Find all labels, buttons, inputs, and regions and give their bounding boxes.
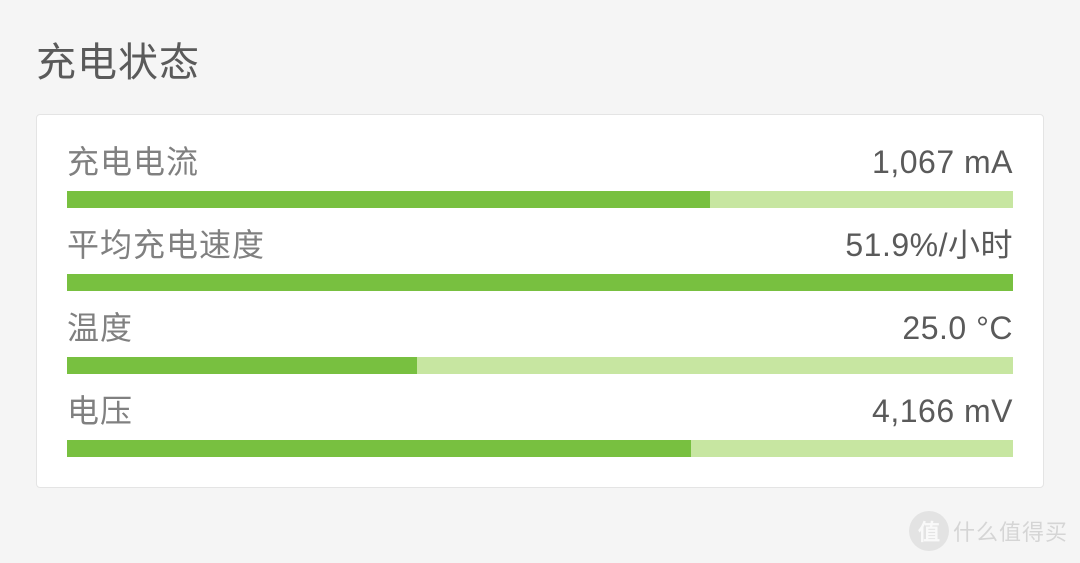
- metric-row-voltage: 电压 4,166 mV: [67, 386, 1013, 457]
- progress-fill-temperature: [67, 357, 417, 374]
- metric-value-current: 1,067 mA: [872, 144, 1013, 181]
- metric-row-temperature: 温度 25.0 °C: [67, 303, 1013, 374]
- progress-fill-voltage: [67, 440, 691, 457]
- metrics-card: 充电电流 1,067 mA 平均充电速度 51.9%/小时 温度 25.0 °C: [36, 114, 1044, 488]
- progress-bar-temperature: [67, 357, 1013, 374]
- progress-fill-speed: [67, 274, 1013, 291]
- page-container: 充电状态 充电电流 1,067 mA 平均充电速度 51.9%/小时 温度 2: [0, 0, 1080, 508]
- metric-label-speed: 平均充电速度: [67, 220, 265, 266]
- watermark-badge-icon: 值: [909, 511, 949, 551]
- metric-row-current: 充电电流 1,067 mA: [67, 137, 1013, 208]
- progress-bar-current: [67, 191, 1013, 208]
- page-title: 充电状态: [36, 30, 1044, 88]
- watermark-text: 什么值得买: [953, 515, 1068, 547]
- metric-label-voltage: 电压: [67, 386, 133, 432]
- progress-bar-voltage: [67, 440, 1013, 457]
- watermark: 值 什么值得买: [909, 511, 1068, 551]
- metric-header: 充电电流 1,067 mA: [67, 137, 1013, 183]
- metric-row-speed: 平均充电速度 51.9%/小时: [67, 220, 1013, 291]
- metric-value-temperature: 25.0 °C: [902, 310, 1013, 347]
- metric-value-voltage: 4,166 mV: [872, 393, 1013, 430]
- metric-header: 电压 4,166 mV: [67, 386, 1013, 432]
- progress-fill-current: [67, 191, 710, 208]
- metric-label-temperature: 温度: [67, 303, 133, 349]
- metric-header: 平均充电速度 51.9%/小时: [67, 220, 1013, 266]
- metric-header: 温度 25.0 °C: [67, 303, 1013, 349]
- metric-label-current: 充电电流: [67, 137, 199, 183]
- metric-value-speed: 51.9%/小时: [845, 220, 1013, 266]
- progress-bar-speed: [67, 274, 1013, 291]
